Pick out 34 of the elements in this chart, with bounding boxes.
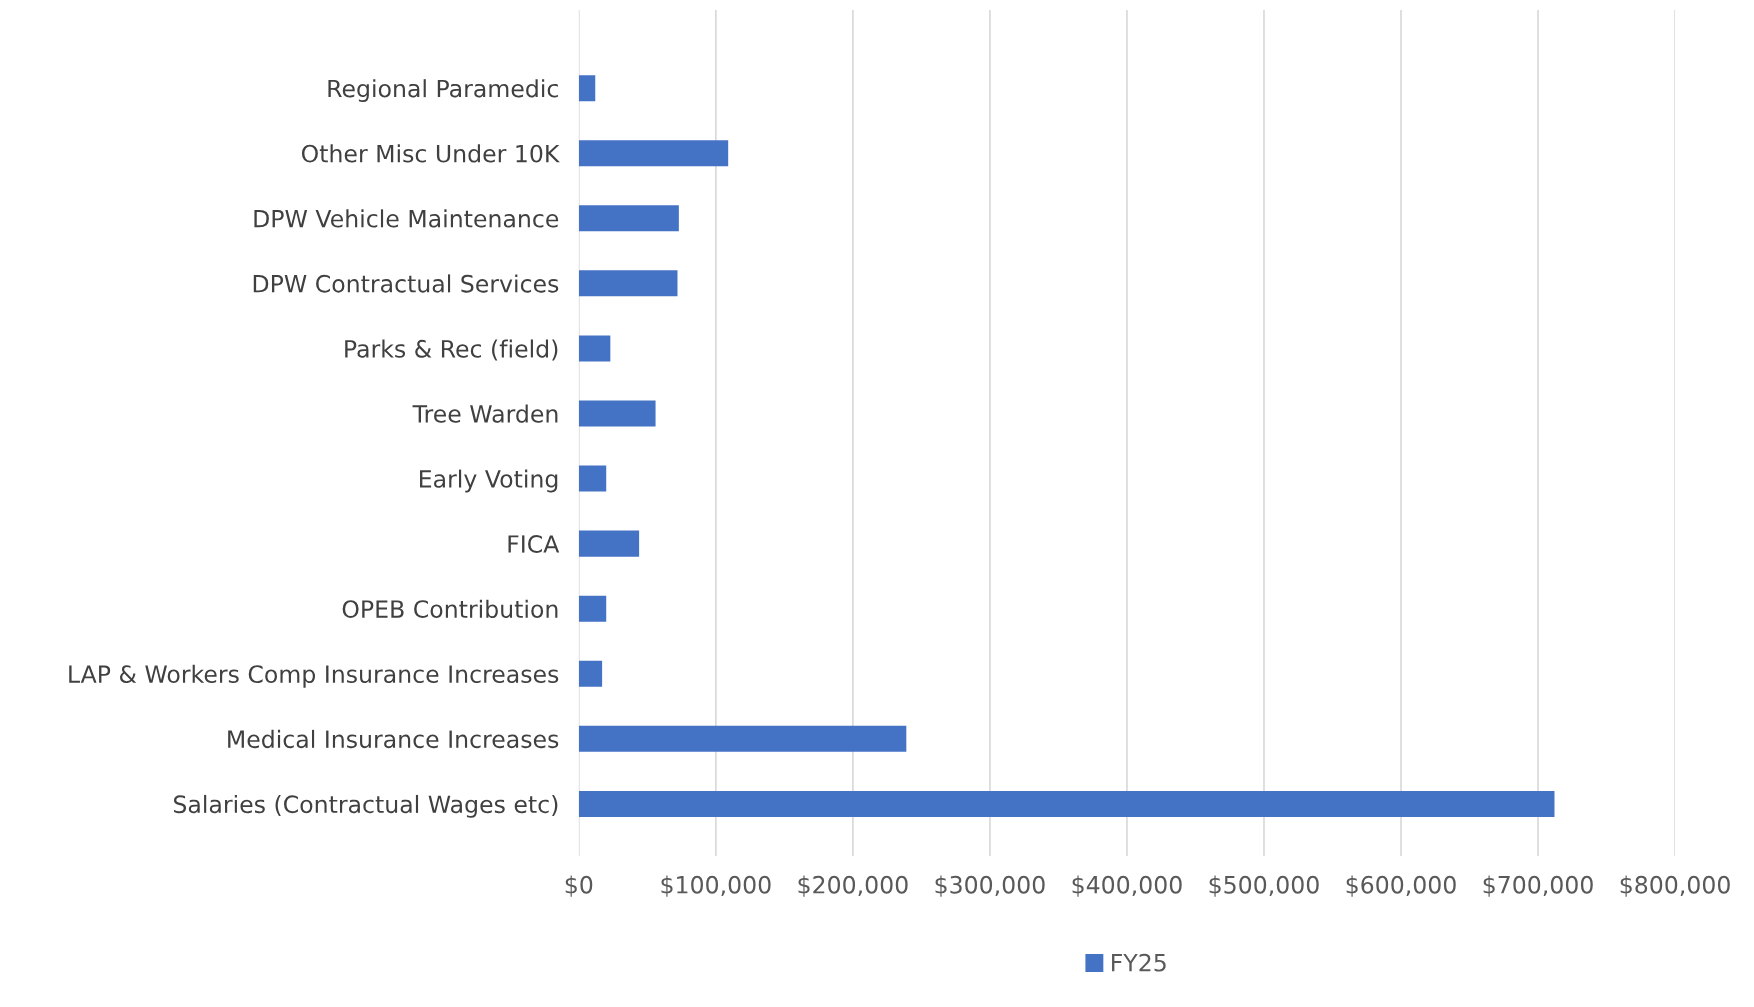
y-tick-label: DPW Vehicle Maintenance (254, 209, 559, 228)
bar (578, 270, 678, 297)
bar (578, 530, 640, 557)
bar (578, 790, 1555, 817)
bar (578, 140, 729, 167)
y-tick-label: Tree Warden (412, 404, 558, 423)
y-tick-label: OPEB Contribution (342, 599, 558, 618)
x-tick-label: $800,000 (1620, 875, 1730, 897)
bar (578, 400, 656, 427)
bar (578, 75, 596, 102)
bar (578, 660, 603, 687)
y-tick-label: Parks & Rec (field) (345, 339, 558, 361)
y-tick-label: Medical Insurance Increases (228, 729, 559, 749)
x-tick-label: $100,000 (661, 875, 771, 897)
bar (578, 725, 907, 752)
bar (578, 465, 607, 492)
x-tick-label: $200,000 (798, 875, 908, 897)
bar (578, 595, 607, 622)
x-tick-label: $0 (565, 875, 593, 897)
bar (578, 205, 679, 232)
y-tick-label: DPW Contractual Services (253, 274, 559, 293)
y-tick-label: Other Misc Under 10K (301, 144, 560, 163)
y-tick-label: Salaries (Contractual Wages etc) (173, 794, 558, 818)
x-tick-label: $600,000 (1346, 875, 1456, 897)
y-tick-label: Early Voting (420, 469, 558, 493)
y-tick-label: LAP & Workers Comp Insurance Increases (69, 664, 559, 688)
y-tick-label: Regional Paramedic (328, 79, 558, 103)
x-tick-label: $400,000 (1072, 875, 1182, 897)
x-tick-label: $300,000 (935, 875, 1045, 897)
legend-label: FY25 (1112, 953, 1166, 972)
x-tick-label: $700,000 (1483, 875, 1593, 897)
y-tick-label: FICA (508, 535, 560, 553)
x-tick-label: $500,000 (1209, 875, 1319, 897)
bar (578, 335, 611, 362)
